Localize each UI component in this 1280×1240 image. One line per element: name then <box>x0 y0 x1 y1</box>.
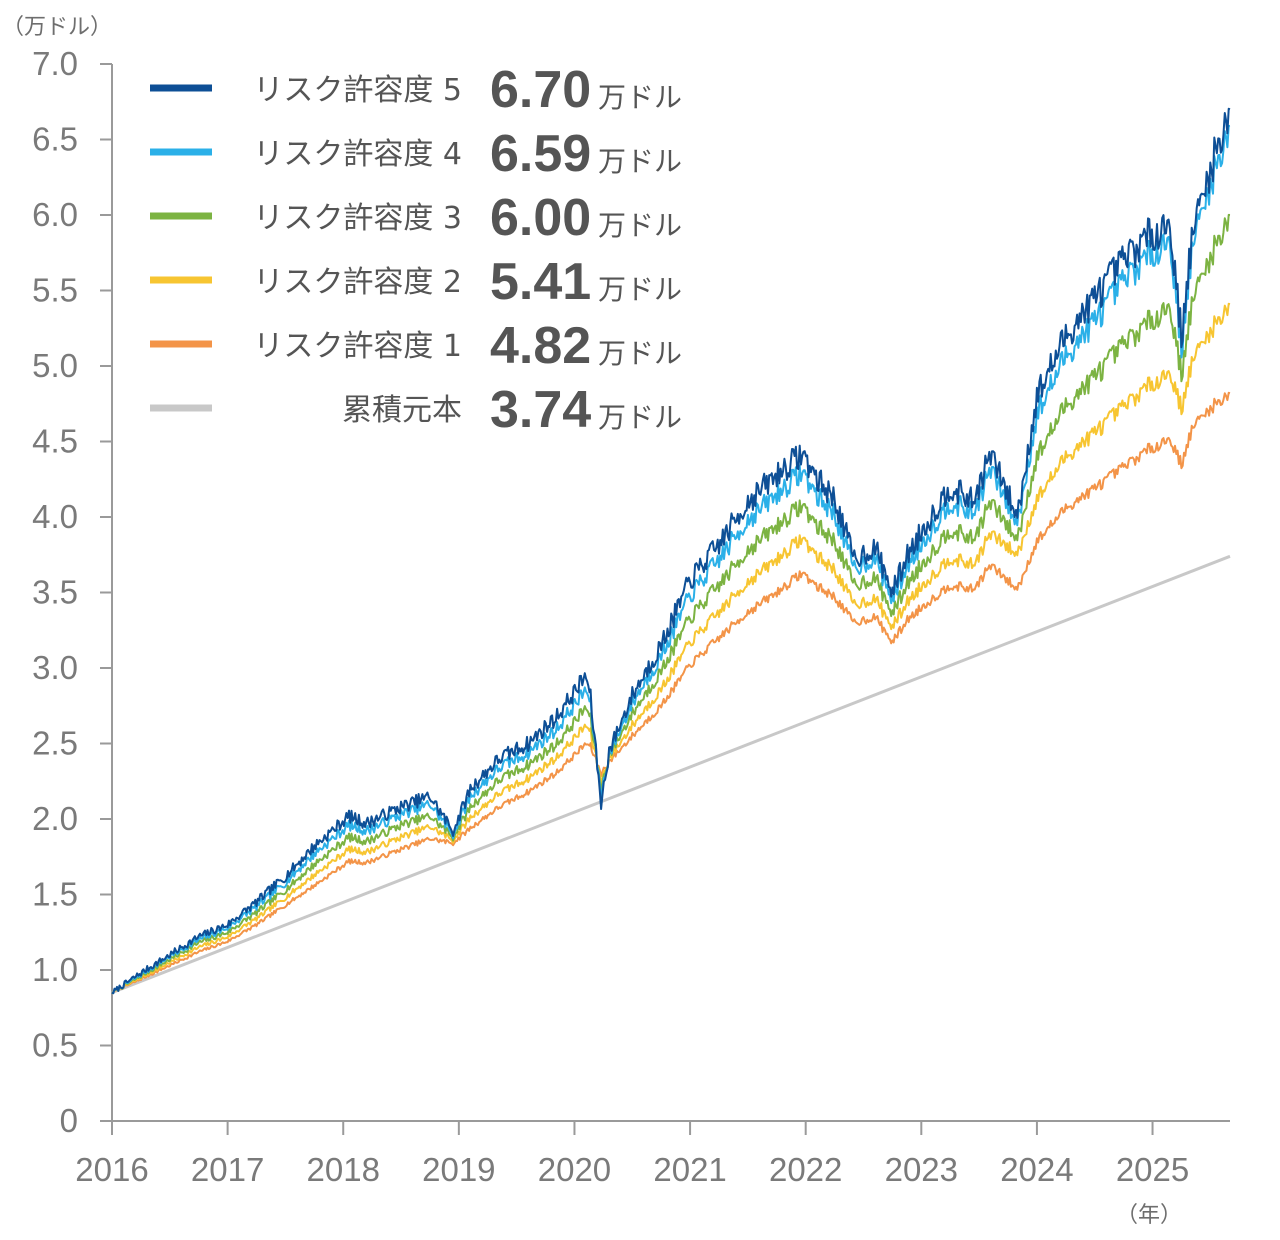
y-tick-label: 3.0 <box>32 649 78 686</box>
legend-value-unit: 万ドル <box>598 209 682 242</box>
y-axis-unit-label: （万ドル） <box>2 15 112 40</box>
legend-series-value: 6.59 <box>490 125 591 183</box>
legend-value-unit: 万ドル <box>598 337 682 370</box>
y-tick-label: 2.0 <box>32 800 78 837</box>
y-tick-label: 2.5 <box>32 725 78 762</box>
x-tick-label: 2024 <box>1000 1151 1073 1188</box>
legend-series-value: 6.00 <box>490 189 591 247</box>
y-tick-label: 7.0 <box>32 45 78 82</box>
y-tick-label: 5.0 <box>32 347 78 384</box>
x-tick-label: 2020 <box>538 1151 611 1188</box>
y-tick-label: 6.5 <box>32 121 78 158</box>
series-line-6 <box>111 554 1231 994</box>
legend-series-value: 5.41 <box>490 253 591 311</box>
legend-series-value: 4.82 <box>490 317 591 375</box>
y-tick-label: 3.5 <box>32 574 78 611</box>
x-tick-label: 2018 <box>307 1151 380 1188</box>
legend-series-name: リスク許容度 5 <box>253 73 462 108</box>
legend-series-name: リスク許容度 3 <box>253 201 462 236</box>
x-axis: 2016 2017 2018 2019 2020 2021 2022 2023 2024 2025 <box>75 1120 1230 1188</box>
legend-series-name: 累積元本 <box>342 393 462 428</box>
series-line-3 <box>111 213 1231 994</box>
legend-value-unit: 万ドル <box>598 145 682 178</box>
y-tick-label: 1.0 <box>32 951 78 988</box>
y-axis: 0 0.5 1.0 1.5 2.0 2.5 3.0 3.5 4.0 4.5 5.0 5.5 6.0 6.5… <box>32 45 113 1139</box>
series-line-4 <box>111 302 1231 994</box>
legend-series-name: リスク許容度 2 <box>253 265 462 300</box>
x-tick-label: 2019 <box>422 1151 495 1188</box>
x-tick-label: 2017 <box>191 1151 264 1188</box>
series-line-1 <box>111 107 1231 995</box>
y-tick-label: 0.5 <box>32 1027 78 1064</box>
legend-series-value: 3.74 <box>490 381 591 439</box>
x-tick-label: 2022 <box>769 1151 842 1188</box>
x-tick-label: 2025 <box>1116 1151 1189 1188</box>
legend-series-name: リスク許容度 4 <box>253 137 462 172</box>
legend-series-value: 6.70 <box>490 61 591 119</box>
y-tick-label: 1.5 <box>32 876 78 913</box>
y-tick-label: 6.0 <box>32 196 78 233</box>
series-line-5 <box>111 391 1231 994</box>
x-tick-label: 2016 <box>75 1151 148 1188</box>
x-tick-label: 2021 <box>653 1151 726 1188</box>
x-axis-unit-label: （年） <box>1116 1203 1182 1228</box>
y-tick-label: 5.5 <box>32 272 78 309</box>
series-lines <box>111 107 1231 995</box>
y-tick-label: 4.5 <box>32 423 78 460</box>
legend-value-unit: 万ドル <box>598 81 682 114</box>
y-tick-label: 4.0 <box>32 498 78 535</box>
legend-value-unit: 万ドル <box>598 273 682 306</box>
y-tick-label: 0 <box>60 1102 78 1139</box>
x-tick-label: 2023 <box>885 1151 958 1188</box>
legend-value-unit: 万ドル <box>598 401 682 434</box>
legend-series-name: リスク許容度 1 <box>253 329 462 364</box>
series-line-2 <box>111 124 1231 995</box>
